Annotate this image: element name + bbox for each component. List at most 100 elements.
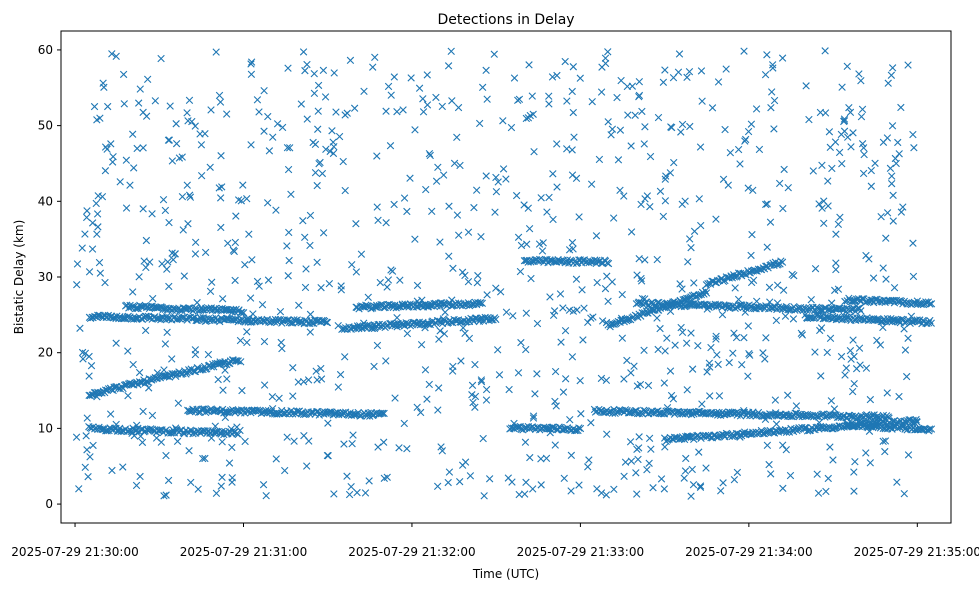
data-point (188, 117, 196, 126)
data-point (445, 468, 454, 476)
data-point (407, 74, 415, 82)
data-point (204, 350, 213, 359)
data-point (770, 125, 778, 133)
data-point (832, 259, 840, 267)
data-point (78, 244, 86, 252)
data-point (688, 365, 697, 373)
data-point (832, 265, 840, 274)
data-point (458, 461, 467, 469)
data-point (318, 169, 327, 178)
data-point (685, 235, 694, 243)
data-point (390, 73, 399, 81)
data-point (403, 207, 411, 216)
data-point (700, 300, 708, 308)
data-point (454, 103, 463, 112)
data-point (742, 270, 750, 279)
data-point (820, 304, 829, 312)
data-point (838, 160, 846, 168)
data-point (596, 407, 604, 415)
data-point (330, 490, 338, 498)
data-point (386, 142, 395, 150)
data-point (608, 125, 617, 133)
data-point (817, 324, 826, 332)
data-point (762, 200, 770, 209)
data-point (561, 57, 569, 66)
data-point (714, 301, 722, 309)
data-point (268, 393, 277, 401)
data-point (350, 104, 359, 112)
data-point (231, 357, 239, 365)
data-point (216, 194, 225, 202)
data-point (641, 256, 649, 264)
data-point (119, 314, 127, 323)
data-point (765, 283, 774, 292)
data-point (456, 161, 464, 170)
data-point (112, 339, 120, 347)
data-point (290, 437, 298, 445)
data-point (627, 228, 636, 236)
data-point (580, 304, 588, 312)
data-point (325, 279, 334, 288)
data-point (310, 89, 319, 97)
data-point (815, 200, 823, 208)
data-point (191, 346, 200, 354)
data-point (646, 152, 655, 161)
data-point (502, 175, 510, 183)
data-point (335, 132, 344, 141)
data-point (862, 364, 871, 372)
data-point (571, 426, 579, 435)
data-point (112, 314, 120, 323)
data-point (897, 103, 905, 112)
data-point (482, 396, 491, 404)
data-point (434, 384, 443, 392)
data-point (904, 61, 912, 69)
data-point (546, 293, 554, 301)
data-point (778, 258, 787, 266)
data-point (371, 53, 379, 62)
data-point (628, 82, 637, 90)
data-point (576, 74, 584, 82)
data-point (669, 301, 677, 309)
data-point (470, 203, 478, 212)
data-point (514, 369, 523, 377)
data-point (92, 199, 100, 208)
data-point (448, 97, 456, 105)
data-point (461, 329, 469, 338)
data-point (843, 62, 851, 71)
data-point (883, 209, 892, 217)
data-point (238, 386, 246, 395)
data-point (610, 485, 618, 493)
data-point (272, 455, 280, 463)
data-point (696, 483, 705, 491)
data-point (341, 111, 349, 119)
data-point (238, 308, 246, 316)
data-point (732, 333, 741, 342)
data-point (373, 152, 381, 160)
data-point (391, 394, 399, 402)
data-point (136, 472, 144, 481)
data-point (535, 240, 544, 248)
data-point (459, 324, 467, 332)
data-point (533, 319, 542, 328)
data-point (840, 127, 849, 135)
data-point (663, 334, 671, 342)
data-point (353, 488, 361, 497)
data-point (94, 223, 102, 231)
data-point (160, 366, 168, 374)
data-point (855, 70, 863, 78)
data-point (423, 395, 431, 403)
data-point (94, 192, 102, 200)
data-point (553, 71, 561, 80)
data-point (844, 133, 852, 141)
data-point (666, 367, 675, 375)
data-point (730, 475, 739, 484)
data-point (138, 438, 147, 447)
data-point (881, 447, 889, 456)
data-point (399, 106, 407, 114)
data-point (485, 475, 494, 483)
data-point (537, 455, 545, 463)
data-point (805, 411, 813, 420)
data-point (400, 194, 409, 202)
data-point (378, 409, 387, 417)
data-point (90, 102, 99, 111)
